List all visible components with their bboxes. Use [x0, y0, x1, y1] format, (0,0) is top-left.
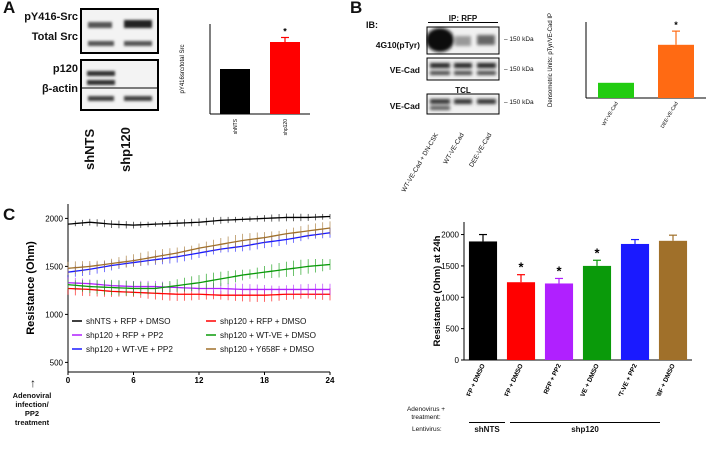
- significance-star: *: [674, 20, 678, 30]
- y-tick-label: 2000: [45, 214, 63, 223]
- y-axis-label: Resistance (Ohm): [25, 241, 37, 335]
- y-tick-label: 1000: [45, 310, 63, 319]
- lane-label-wt-ve-cad: WT-VE-Cad: [442, 132, 467, 166]
- category-label: DEE-VE-Cad: [660, 101, 680, 130]
- shp120-bracket: [510, 422, 660, 423]
- mw-marker-1: – 150 kDa: [504, 36, 534, 43]
- lane-label-wt-dn-csk: WT-VE-Cad + DN-CSK: [400, 132, 441, 194]
- series-line-5: [67, 227, 331, 269]
- mw-marker-2: – 150 kDa: [504, 66, 534, 73]
- legend-label-3: shp120 + WT-VE + DMSO: [220, 331, 316, 340]
- western-blot-b: [426, 26, 500, 115]
- y-tick-label: 0: [455, 356, 460, 365]
- panel-letter-c: C: [3, 205, 16, 224]
- lane-label-shp120: shp120: [118, 127, 133, 172]
- blot-label-p120: p120: [52, 63, 78, 75]
- bar-1: [658, 44, 694, 98]
- legend-label-5: shp120 + Y658F + DMSO: [220, 345, 314, 354]
- y-axis-label: Densometric Units: pTyr/VE-Cad IP: [548, 13, 554, 107]
- blot-label-py416-src: pY416-Src: [24, 11, 78, 23]
- line-chart-c: 50010001500200006121824Time (hrs)Resista…: [25, 204, 335, 385]
- lane-label-dee-ve-cad: DEE-VE-Cad: [467, 132, 494, 169]
- x-tick-label: 0: [66, 376, 71, 385]
- category-label: shNTS: [233, 118, 239, 134]
- panel-letter-a: A: [3, 0, 16, 17]
- y-tick-label: 1500: [441, 262, 459, 271]
- category-label: WT-VE + PP2: [615, 363, 639, 396]
- ib-label: IB:: [366, 20, 378, 30]
- panel-letter-b: B: [350, 0, 363, 17]
- bar-0: [468, 241, 498, 360]
- legend-label-0: shNTS + RFP + DMSO: [86, 317, 170, 326]
- category-label: WT-VE + DMSO: [574, 363, 600, 396]
- x-tick-label: 24: [326, 376, 335, 385]
- bar-3: [582, 265, 612, 360]
- x-tick-label: 18: [260, 376, 269, 385]
- legend-label-2: shp120 + RFP + PP2: [86, 331, 164, 340]
- bar-4: [620, 243, 650, 360]
- y-tick-label: 500: [50, 358, 64, 367]
- category-label: Y658F + DMSO: [651, 363, 677, 396]
- significance-star: *: [518, 260, 524, 275]
- category-label: RFP + DMSO: [464, 363, 487, 396]
- category-label: RFP + PP2: [543, 363, 563, 396]
- y-axis-label: pY416src/total Src: [180, 44, 186, 93]
- x-tick-label: 6: [131, 376, 136, 385]
- lentivirus-shnts: shNTS: [474, 425, 500, 434]
- bar-1: [270, 42, 300, 114]
- series-line-3: [67, 263, 331, 290]
- y-tick-label: 1000: [441, 293, 459, 302]
- lane-label-shnts: shNTS: [82, 128, 97, 170]
- y-tick-label: 1500: [45, 262, 63, 271]
- ip-header: IP: RFP: [448, 14, 478, 23]
- bar-0: [220, 69, 250, 114]
- x-tick-label: 12: [195, 376, 204, 385]
- significance-star: *: [283, 27, 287, 37]
- western-blot-a: [80, 8, 159, 111]
- category-label: RFP + DMSO: [502, 363, 525, 396]
- category-label: shp120: [283, 119, 289, 136]
- blot-label-ve-cad-tcl: VE-Cad: [389, 101, 420, 111]
- y-tick-label: 2000: [441, 231, 459, 240]
- bar-1: [506, 282, 536, 360]
- y-tick-label: 500: [446, 325, 460, 334]
- significance-star: *: [556, 263, 562, 278]
- ip-header-line: [428, 22, 498, 23]
- y-axis-label: Resistance (Ohm) at 24h: [432, 235, 443, 346]
- tcl-header: TCL: [455, 86, 471, 95]
- lentivirus-shp120: shp120: [571, 425, 599, 434]
- blot-label-beta-actin: β-actin: [41, 83, 78, 95]
- legend-label-4: shp120 + WT-VE + PP2: [86, 345, 173, 354]
- category-label: WT-VE-Cad: [601, 101, 620, 127]
- blot-label-total-src: Total Src: [31, 31, 78, 43]
- legend-label-1: shp120 + RFP + DMSO: [220, 317, 306, 326]
- lentivirus-label: Lentivirus:: [412, 426, 442, 433]
- mw-marker-3: – 150 kDa: [504, 99, 534, 106]
- significance-star: *: [594, 245, 600, 260]
- shnts-bracket: [469, 422, 505, 423]
- bar-2: [544, 283, 574, 360]
- bar-chart-a: pY416src/total Src shNTS * shp120: [180, 24, 310, 136]
- bar-chart-b: Densometric Units: pTyr/VE-Cad IP WT-VE-C…: [548, 13, 706, 130]
- bar-5: [658, 240, 688, 360]
- series-line-0: [67, 215, 331, 226]
- blot-label-4g10: 4G10(pTyr): [375, 40, 420, 50]
- blot-label-ve-cad-ip: VE-Cad: [389, 65, 420, 75]
- arrow-up-icon: ↑: [30, 376, 36, 390]
- bar-0: [598, 82, 634, 98]
- treatment-row-label: Adenovirus + treatment:: [406, 406, 446, 421]
